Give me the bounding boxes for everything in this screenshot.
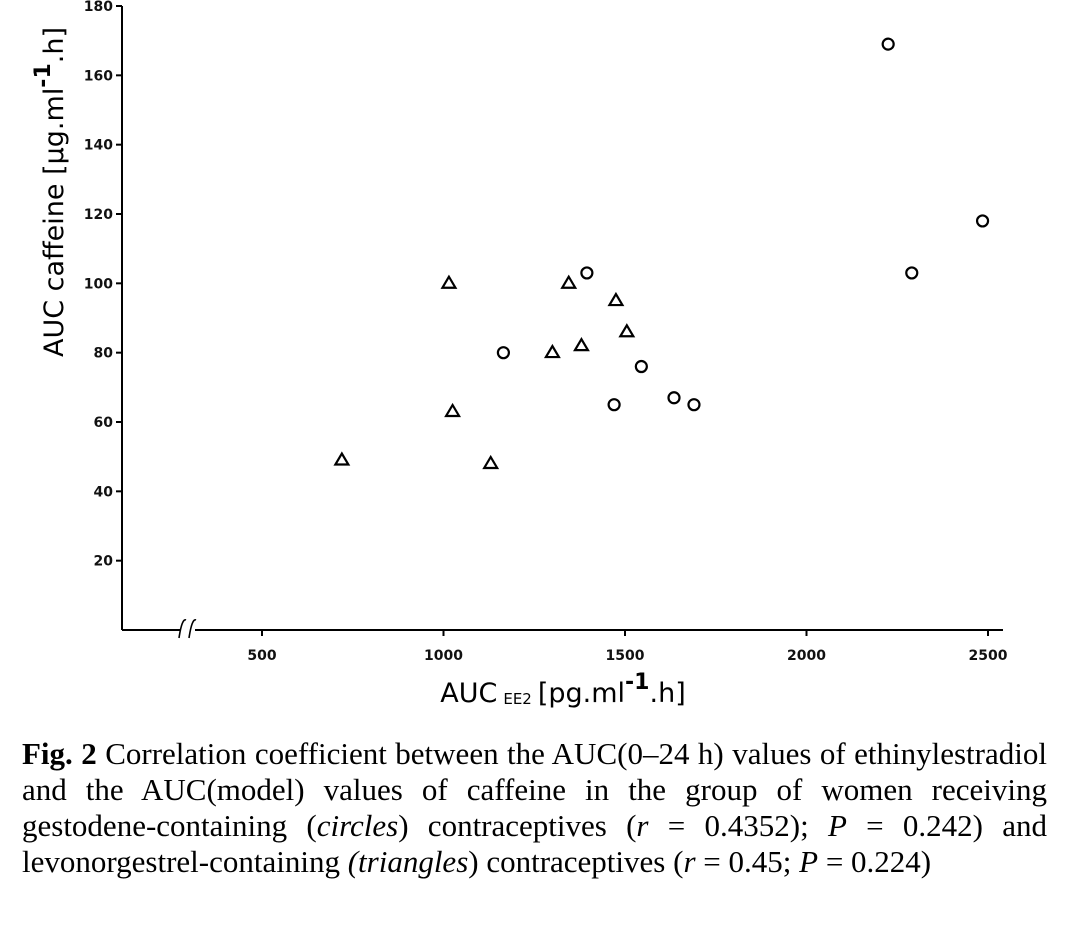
circle-point xyxy=(881,37,895,51)
x-tick-label: 2000 xyxy=(787,648,826,664)
x-tick-label: 2500 xyxy=(969,648,1008,664)
y-tick-label: 20 xyxy=(94,554,114,570)
circle-point xyxy=(496,346,510,360)
circle-point xyxy=(905,266,919,280)
y-tick-label: 140 xyxy=(84,138,113,154)
circle-point xyxy=(607,398,621,412)
y-tick-label: 100 xyxy=(84,276,113,292)
axis-break-mark xyxy=(188,619,197,639)
y-tick-label: 60 xyxy=(94,415,114,431)
circle-point xyxy=(975,214,990,228)
x-axis-label: AUC EE2 [pg.ml-1.h] xyxy=(440,670,685,709)
figure-label: Fig. 2 xyxy=(22,736,97,771)
circle-point xyxy=(634,359,648,374)
triangle-point xyxy=(333,451,351,466)
axes xyxy=(121,6,1003,639)
circle-point xyxy=(667,391,681,405)
y-tick-label: 160 xyxy=(84,68,113,84)
triangle-point xyxy=(444,402,462,418)
y-tick-label: 120 xyxy=(84,207,113,223)
triangle-point xyxy=(560,274,578,289)
x-tick-label: 1500 xyxy=(606,648,645,664)
y-axis-label: AUC caffeine [µg.ml-1.h] xyxy=(31,27,70,357)
y-tick-label: 180 xyxy=(84,0,113,15)
triangle-point xyxy=(440,274,458,289)
figure-caption: Fig. 2 Correlation coefficient between t… xyxy=(22,736,1048,879)
x-tick-label: 1000 xyxy=(424,648,463,664)
circle-point xyxy=(687,398,701,412)
circle-point xyxy=(580,266,594,280)
data-points xyxy=(333,37,990,470)
ticks: 20 40 60 80 100 120 140 160 180 500 1000 1500 2000 25… xyxy=(84,0,1008,664)
triangle-point xyxy=(573,336,590,352)
triangle-point xyxy=(607,291,625,307)
x-tick-label: 500 xyxy=(247,648,276,664)
triangle-point xyxy=(482,454,500,470)
axis-break-mark xyxy=(178,619,187,639)
scatter-chart: 20 40 60 80 100 120 140 160 180 500 1000 1500 2000 25… xyxy=(31,0,1008,709)
y-tick-label: 40 xyxy=(94,484,114,500)
triangle-point xyxy=(543,343,561,359)
triangle-point xyxy=(618,323,636,338)
y-tick-label: 80 xyxy=(94,346,114,362)
